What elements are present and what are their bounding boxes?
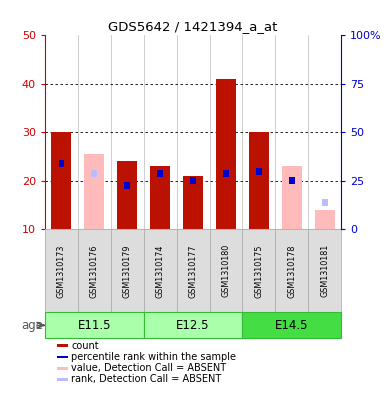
Title: GDS5642 / 1421394_a_at: GDS5642 / 1421394_a_at: [108, 20, 278, 33]
Bar: [144, 229, 177, 312]
Bar: [308, 229, 341, 312]
Bar: [58, 160, 64, 167]
Text: rank, Detection Call = ABSENT: rank, Detection Call = ABSENT: [71, 375, 222, 384]
Bar: [322, 199, 328, 206]
Bar: [51, 132, 71, 229]
Text: value, Detection Call = ABSENT: value, Detection Call = ABSENT: [71, 363, 227, 373]
Bar: [315, 210, 335, 229]
Text: E12.5: E12.5: [176, 319, 210, 332]
Bar: [209, 229, 243, 312]
Bar: [57, 345, 68, 347]
Bar: [243, 229, 275, 312]
Bar: [144, 312, 243, 338]
Bar: [177, 229, 209, 312]
Text: count: count: [71, 341, 99, 351]
Text: GSM1310181: GSM1310181: [320, 244, 329, 298]
Bar: [45, 229, 78, 312]
Text: GSM1310176: GSM1310176: [90, 244, 99, 298]
Bar: [157, 170, 163, 177]
Bar: [282, 166, 302, 229]
Bar: [249, 132, 269, 229]
Text: GSM1310174: GSM1310174: [156, 244, 165, 298]
Bar: [117, 162, 137, 229]
Text: GSM1310173: GSM1310173: [57, 244, 66, 298]
Bar: [124, 182, 130, 189]
Text: GSM1310180: GSM1310180: [222, 244, 230, 298]
Bar: [84, 154, 104, 229]
Bar: [57, 378, 68, 381]
Bar: [275, 229, 308, 312]
Text: percentile rank within the sample: percentile rank within the sample: [71, 352, 236, 362]
Bar: [57, 367, 68, 370]
Bar: [289, 177, 294, 184]
Text: E11.5: E11.5: [78, 319, 111, 332]
Bar: [256, 168, 262, 174]
Bar: [190, 177, 196, 184]
Text: age: age: [21, 319, 43, 332]
Bar: [45, 312, 144, 338]
Text: E14.5: E14.5: [275, 319, 308, 332]
Bar: [57, 356, 68, 358]
Bar: [183, 176, 203, 229]
Bar: [223, 170, 229, 177]
Bar: [216, 79, 236, 229]
Bar: [111, 229, 144, 312]
Bar: [78, 229, 111, 312]
Text: GSM1310175: GSM1310175: [254, 244, 263, 298]
Bar: [243, 312, 341, 338]
Bar: [150, 166, 170, 229]
Text: GSM1310179: GSM1310179: [123, 244, 132, 298]
Text: GSM1310177: GSM1310177: [188, 244, 198, 298]
Bar: [92, 170, 97, 177]
Text: GSM1310178: GSM1310178: [287, 244, 296, 298]
